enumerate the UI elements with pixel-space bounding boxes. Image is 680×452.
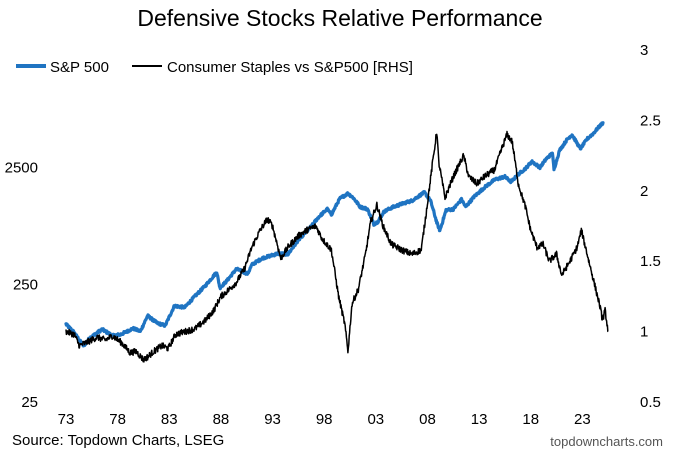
x-tick-label: 78 — [109, 411, 126, 428]
chart-title: Defensive Stocks Relative Performance — [137, 5, 542, 31]
y-left-tick-label: 250 — [13, 277, 38, 294]
plot-area — [64, 121, 609, 363]
y-right-tick-label: 0.5 — [640, 394, 661, 411]
x-tick-label: 13 — [471, 411, 488, 428]
series-line-sp500 — [64, 121, 605, 348]
y-left-tick-label: 2500 — [5, 159, 38, 176]
source-note: Source: Topdown Charts, LSEG — [12, 432, 224, 449]
legend: S&P 500 Consumer Staples vs S&P500 [RHS] — [16, 59, 413, 76]
x-tick-label: 98 — [316, 411, 333, 428]
y-right-tick-label: 1 — [640, 324, 648, 341]
series-line-consumer-staples — [65, 130, 609, 363]
x-tick-label: 08 — [419, 411, 436, 428]
x-tick-label: 83 — [161, 411, 178, 428]
y-left-tick-label: 25 — [21, 394, 38, 411]
x-tick-label: 73 — [58, 411, 75, 428]
x-tick-label: 88 — [213, 411, 230, 428]
right-axis-ticks: 0.5 1 1.5 2 2.5 3 — [640, 42, 661, 411]
x-tick-label: 23 — [574, 411, 591, 428]
y-right-tick-label: 2 — [640, 183, 648, 200]
legend-label-staples: Consumer Staples vs S&P500 [RHS] — [167, 59, 413, 76]
x-tick-label: 03 — [367, 411, 384, 428]
credit-note: topdowncharts.com — [550, 434, 663, 449]
y-right-tick-label: 1.5 — [640, 253, 661, 270]
y-right-tick-label: 3 — [640, 42, 648, 59]
y-right-tick-label: 2.5 — [640, 112, 661, 129]
x-tick-label: 93 — [264, 411, 281, 428]
x-tick-label: 18 — [522, 411, 539, 428]
legend-label-sp500: S&P 500 — [50, 59, 109, 76]
x-axis-ticks: 73 78 83 88 93 98 03 08 13 18 23 — [58, 411, 591, 428]
left-axis-ticks: 25 250 2500 — [5, 159, 38, 411]
